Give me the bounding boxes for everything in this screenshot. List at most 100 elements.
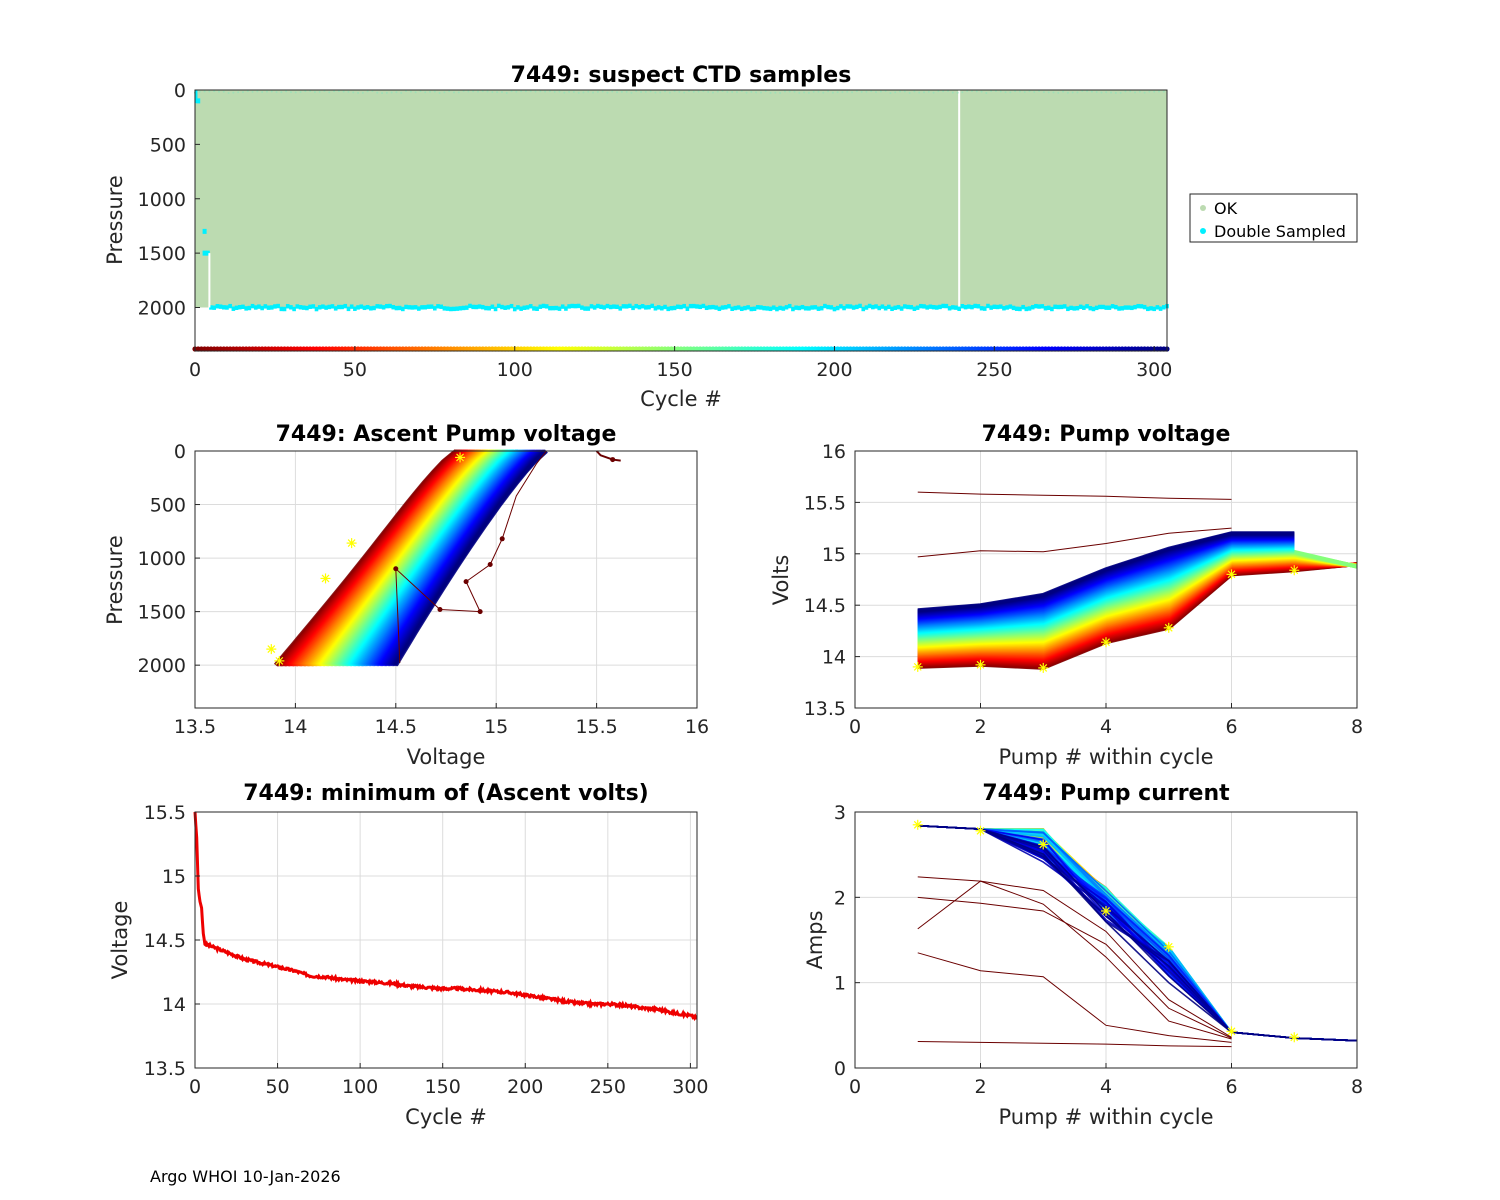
- double-sampled-point: [1158, 306, 1163, 311]
- double-sampled-point: [592, 305, 597, 310]
- double-sampled-point: [1104, 305, 1109, 310]
- double-sampled-point: [535, 306, 539, 311]
- double-sampled-point: [608, 304, 613, 310]
- ascent-outlier-point: [437, 606, 443, 612]
- double-sampled-point: [420, 305, 424, 310]
- double-sampled-point: [679, 304, 683, 310]
- double-sampled-point: [567, 304, 571, 309]
- ok-sample-point: [405, 90, 408, 93]
- double-sampled-point: [909, 305, 914, 310]
- ok-sample-point: [366, 90, 369, 93]
- x-tick-label: 8: [1351, 1076, 1363, 1098]
- double-sampled-point: [912, 306, 917, 311]
- double-sampled-point: [445, 306, 450, 311]
- legend-double-marker: [1200, 228, 1206, 234]
- y-tick-label: 2000: [138, 655, 186, 677]
- pump-current-first-cycle-markers: [912, 819, 1300, 1043]
- minv-title: 7449: minimum of (Ascent volts): [243, 781, 649, 806]
- ok-sample-point: [687, 90, 690, 93]
- double-sampled-point: [538, 304, 543, 309]
- double-sampled-point: [992, 304, 997, 309]
- double-sampled-point: [698, 304, 702, 310]
- double-sampled-point: [397, 305, 402, 311]
- ascent-outlier-point: [463, 579, 469, 585]
- double-sampled-point: [298, 305, 303, 310]
- ok-sample-point: [520, 90, 523, 93]
- double-sampled-point: [1024, 306, 1029, 312]
- double-sampled-point: [269, 305, 274, 310]
- double-sampled-point: [746, 305, 750, 310]
- double-sampled-point: [887, 304, 891, 310]
- ascent-outlier-point: [487, 562, 493, 568]
- double-sampled-point: [349, 304, 354, 309]
- double-sampled-point: [624, 304, 629, 309]
- double-sampled-point: [1123, 305, 1128, 310]
- double-sampled-point: [305, 305, 309, 311]
- ascent-ylabel: Pressure: [103, 535, 127, 625]
- ok-sample-point: [745, 91, 748, 94]
- double-sampled-point: [810, 305, 814, 310]
- double-sampled-point: [1120, 306, 1125, 311]
- ok-sample-point: [371, 90, 374, 93]
- ok-sample-point: [683, 91, 686, 94]
- ok-sample-point: [875, 91, 878, 94]
- double-sampled-point: [899, 306, 904, 311]
- double-sampled-point: [1146, 306, 1150, 312]
- ok-sample-point: [476, 90, 479, 93]
- ok-sample-point: [553, 90, 556, 93]
- pump-current-outlier: [917, 896, 1232, 1039]
- double-sampled-point: [337, 304, 341, 310]
- ok-sample-point: [702, 90, 705, 93]
- y-tick-label: 1000: [138, 548, 186, 570]
- double-sampled-point: [893, 305, 898, 311]
- ok-sample-point: [1110, 91, 1113, 94]
- ok-sample-point: [237, 91, 240, 94]
- double-sampled-point: [1110, 304, 1115, 309]
- ctd-xlabel: Cycle #: [640, 387, 722, 411]
- x-tick-label: 6: [1225, 716, 1237, 738]
- y-tick-label: 1500: [138, 602, 186, 624]
- ok-sample-point: [635, 90, 638, 93]
- double-sampled-point: [1133, 304, 1137, 310]
- ok-sample-point: [616, 91, 619, 94]
- ok-sample-point: [491, 90, 494, 93]
- pump-voltage-first-cycle-marker: [1163, 622, 1174, 633]
- x-tick-label: 0: [189, 359, 201, 381]
- ok-sample-point: [664, 90, 667, 93]
- ascent-outlier-point: [477, 609, 483, 615]
- ok-sample-point: [966, 90, 969, 93]
- double-sampled-point: [225, 305, 229, 310]
- double-sampled-point: [714, 305, 718, 310]
- double-sampled-point: [1107, 305, 1112, 310]
- double-sampled-point: [375, 304, 380, 309]
- double-sampled-point: [1149, 306, 1153, 311]
- double-sampled-point: [883, 306, 888, 311]
- ok-sample-point: [994, 90, 997, 93]
- double-sampled-point: [196, 98, 201, 104]
- double-sampled-point: [573, 303, 578, 309]
- ok-sample-point: [294, 91, 297, 94]
- ok-sample-point: [424, 91, 427, 94]
- ok-sample-point: [1033, 90, 1036, 93]
- ok-sample-point: [783, 90, 786, 93]
- double-sampled-point: [292, 306, 296, 312]
- ok-sample-point: [563, 91, 566, 94]
- double-sampled-point: [848, 304, 853, 309]
- ok-sample-point: [711, 91, 714, 94]
- ok-sample-point: [601, 90, 604, 93]
- ok-sample-point: [1066, 91, 1069, 94]
- ok-sample-point: [592, 91, 595, 94]
- ok-sample-point: [803, 91, 806, 94]
- ok-sample-point: [999, 90, 1002, 93]
- double-sampled-point: [733, 305, 738, 311]
- double-sampled-point: [752, 306, 757, 311]
- pumpa-panel: 0 2 4 6 8 0 1 2 3 7449: Pump current Pump # with…: [803, 781, 1363, 1129]
- pumpa-xlabel: Pump # within cycle: [999, 1105, 1214, 1129]
- pump-current-outlier: [917, 880, 1232, 1040]
- double-sampled-point: [1072, 306, 1077, 311]
- double-sampled-point: [381, 305, 386, 310]
- ok-sample-point: [827, 90, 830, 93]
- double-sampled-point: [263, 304, 268, 309]
- ok-sample-point: [347, 90, 350, 93]
- ok-sample-point: [457, 91, 460, 94]
